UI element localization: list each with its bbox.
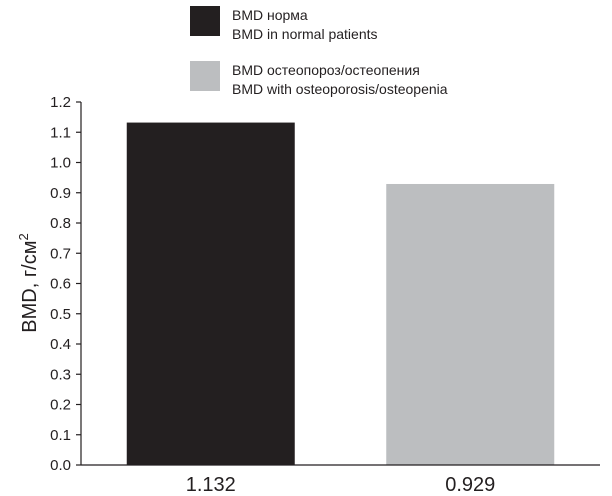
y-tick-label: 0.1 (50, 427, 71, 444)
legend-item-normal: BMD норма BMD in normal patients (190, 6, 378, 44)
x-axis: 1.132 0.929 (81, 464, 600, 496)
legend-item-osteoporosis: BMD остеопороз/остеопения BMD with osteo… (190, 61, 448, 99)
y-tick-label: 0.4 (50, 336, 71, 353)
y-tick-label: 0.0 (50, 457, 71, 474)
y-tick-label: 0.8 (50, 215, 71, 232)
legend-swatch-normal (190, 6, 220, 36)
legend-label-ru: BMD остеопороз/остеопения (232, 62, 420, 78)
bar-1 (126, 122, 295, 465)
y-axis-label-main: BMD, г/см (19, 241, 41, 333)
bar-2 (386, 183, 555, 466)
legend-swatch-osteoporosis (190, 61, 220, 91)
legend-text-osteoporosis: BMD остеопороз/остеопения BMD with osteo… (232, 61, 448, 99)
y-axis-label-superscript: 2 (16, 233, 31, 240)
y-tick-label: 0.2 (50, 397, 71, 414)
y-axis-label: BMD, г/см2 (16, 233, 41, 332)
x-category-label: 1.132 (186, 474, 236, 496)
y-tick-label: 1.2 (50, 94, 71, 111)
x-category-label: 0.929 (445, 474, 495, 496)
bars-group (126, 122, 555, 466)
y-tick-label: 0.9 (50, 185, 71, 202)
legend-text-normal: BMD норма BMD in normal patients (232, 6, 378, 44)
legend-label-en: BMD with osteoporosis/osteopenia (232, 81, 448, 97)
legend-label-ru: BMD норма (232, 7, 308, 23)
y-tick-label: 0.5 (50, 306, 71, 323)
legend-label-en: BMD in normal patients (232, 26, 378, 42)
y-tick-label: 1.0 (50, 155, 71, 172)
y-tick-label: 0.7 (50, 245, 71, 262)
y-tick-label: 0.6 (50, 276, 71, 293)
y-tick-label: 1.1 (50, 124, 71, 141)
y-tick-label: 0.3 (50, 366, 71, 383)
y-axis: 0.0 0.1 0.2 0.3 0.4 0.5 0.6 0.7 0.8 0.9 1.0 1.1 1.2 (50, 94, 82, 474)
